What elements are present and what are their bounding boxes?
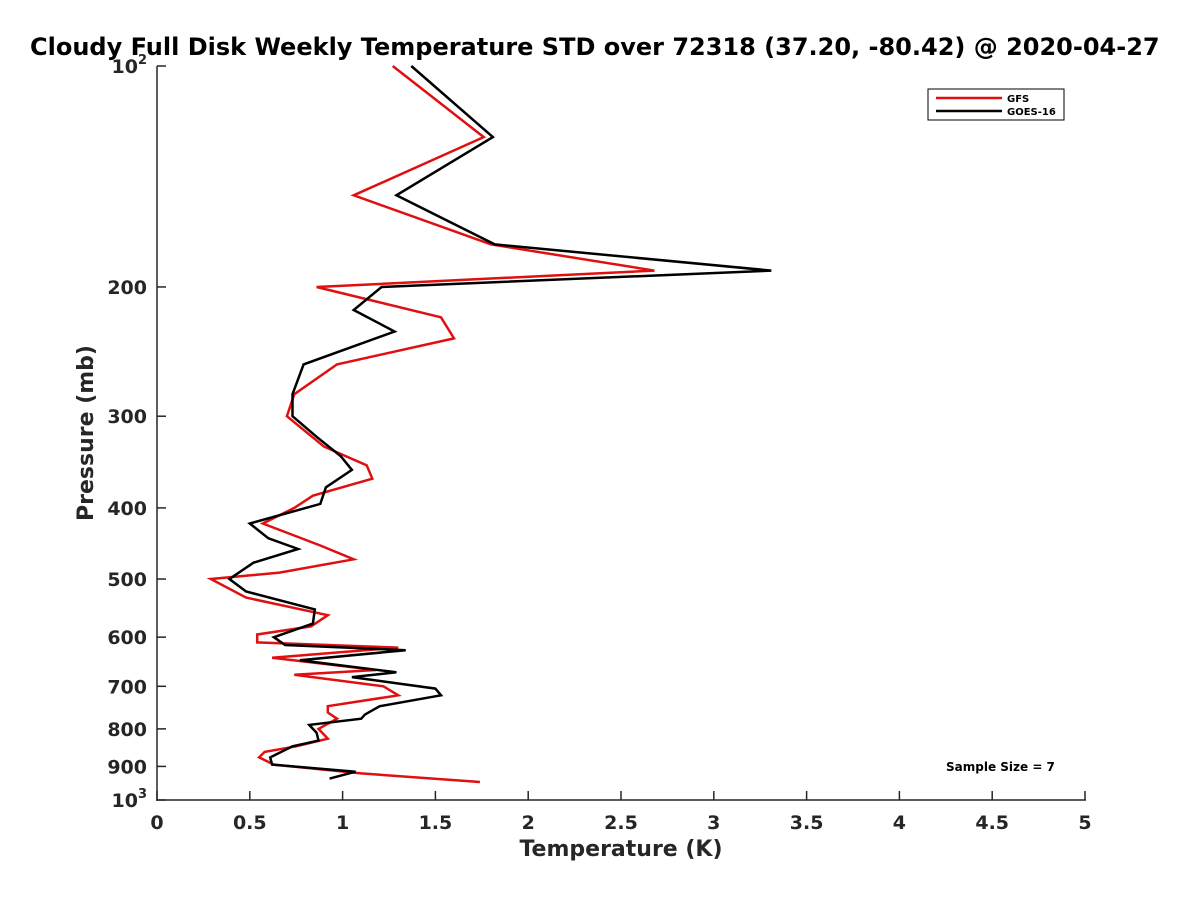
chart-title: Cloudy Full Disk Weekly Temperature STD … [30, 33, 1160, 61]
y-tick-label: 200 [107, 277, 147, 299]
x-tick-label: 2 [522, 812, 535, 834]
x-tick-label: 3.5 [790, 812, 824, 834]
legend-box [927, 88, 1065, 121]
legend-label-goes16: GOES-16 [1007, 107, 1056, 118]
x-tick-label: 4.5 [975, 812, 1009, 834]
y-axis-ticks: 102 200 300 400 500 600 700 800 900 103 [107, 53, 166, 812]
legend-label-gfs: GFS [1007, 94, 1029, 105]
y-tick-label: 800 [107, 719, 147, 741]
series-line-gfs [206, 65, 655, 784]
sample-size-annotation: Sample Size = 7 [946, 760, 1055, 774]
x-tick-label: 1.5 [419, 812, 453, 834]
x-tick-label: 4 [893, 812, 906, 834]
series-line-goes-16 [227, 65, 772, 780]
legend: GFS GOES-16 [927, 88, 1065, 121]
x-tick-label: 1 [336, 812, 349, 834]
y-tick-label: 700 [107, 676, 147, 698]
y-tick-label: 400 [107, 498, 147, 520]
x-axis-ticks: 0 0.5 1 1.5 2 2.5 3 3.5 4 4.5 5 [150, 791, 1092, 834]
x-tick-label: 0 [150, 812, 163, 834]
y-axis-label: Pressure (mb) [74, 345, 99, 521]
x-tick-label: 2.5 [604, 812, 638, 834]
y-tick-label: 500 [107, 569, 147, 591]
y-tick-label: 600 [107, 627, 147, 649]
plot-series [206, 65, 772, 784]
x-tick-label: 5 [1078, 812, 1091, 834]
y-tick-label: 102 [112, 53, 148, 78]
y-tick-label: 300 [107, 406, 147, 428]
y-tick-label: 103 [112, 787, 148, 812]
x-axis-label: Temperature (K) [519, 837, 722, 862]
x-tick-label: 0.5 [233, 812, 267, 834]
x-tick-label: 3 [707, 812, 720, 834]
y-tick-label: 900 [107, 756, 147, 778]
